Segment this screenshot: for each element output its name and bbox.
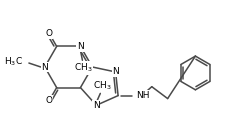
Text: CH$_3$: CH$_3$ — [93, 79, 112, 92]
Text: N: N — [77, 42, 84, 51]
Text: N: N — [112, 68, 119, 76]
Text: H$_3$C: H$_3$C — [4, 56, 23, 68]
Text: N: N — [93, 101, 100, 110]
Text: NH: NH — [136, 91, 149, 100]
Text: O: O — [45, 96, 52, 105]
Text: O: O — [45, 29, 52, 38]
Text: CH$_3$: CH$_3$ — [74, 62, 93, 75]
Text: N: N — [41, 63, 48, 72]
